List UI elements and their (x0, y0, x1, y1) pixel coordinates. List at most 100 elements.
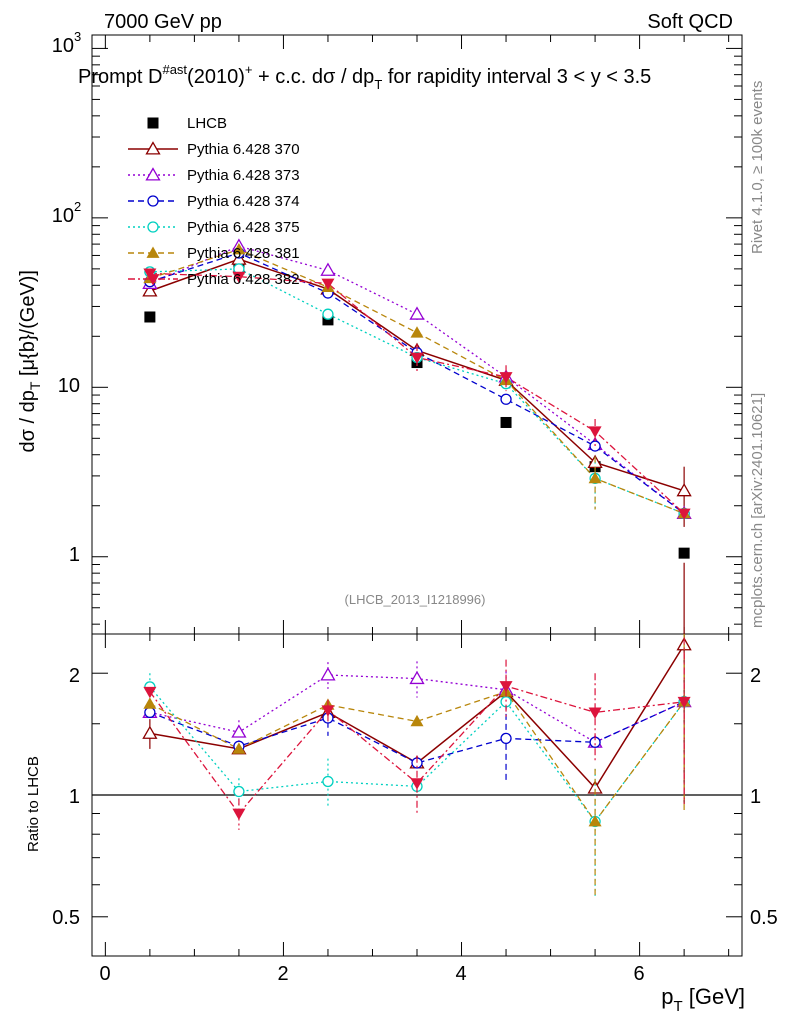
ratio-y-tick-label-2-right: 2 (750, 665, 761, 687)
y-tick-exponent-100: 2 (74, 199, 81, 214)
main-point-s381 (232, 243, 246, 255)
legend-label-370: Pythia 6.428 370 (187, 141, 300, 158)
ratio-point-s382 (232, 808, 246, 821)
legend-symbol-373 (128, 167, 178, 181)
ratio-series-layer (142, 562, 692, 897)
legend-label-373: Pythia 6.428 373 (187, 167, 300, 184)
legend-entry-375: Pythia 6.428 375 (128, 219, 300, 236)
legend-entry-381: Pythia 6.428 381 (128, 245, 300, 262)
chart-title: Prompt D#ast(2010)+ + c.c. dσ / dpT for … (78, 62, 651, 92)
legend-label-382: Pythia 6.428 382 (187, 271, 300, 288)
collision-label: 7000 GeV pp (104, 11, 222, 33)
mcplots-label: mcplots.cern.ch [arXiv:2401.10621] (749, 393, 766, 628)
ratio-point-s373 (231, 724, 247, 738)
ratio-point-s375 (322, 775, 334, 788)
ratio-y-tick-label-2: 2 (69, 665, 80, 687)
y-tick-label-1000: 10 (52, 35, 74, 57)
legend-entry-370: Pythia 6.428 370 (128, 141, 300, 158)
legend-entry-382: Pythia 6.428 382 (128, 271, 300, 288)
ratio-point-s382 (143, 686, 157, 699)
legend-label-381: Pythia 6.428 381 (187, 245, 300, 262)
legend-label-lhcb: LHCB (187, 115, 227, 132)
ratio-point-s373 (320, 667, 336, 681)
y-tick-label-100: 10 (52, 205, 74, 227)
ratio-y-tick-label-0-5: 0.5 (52, 907, 80, 929)
legend-symbol-382 (128, 274, 178, 286)
main-point-data (144, 311, 156, 323)
ratio-point-s381 (588, 815, 602, 827)
legend-marker-s381 (146, 246, 160, 258)
legend-marker-s373 (145, 167, 161, 181)
legend-entry-lhcb: LHCB (147, 115, 227, 132)
legend-label-374: Pythia 6.428 374 (187, 193, 300, 210)
ratio-point-s381 (232, 742, 246, 754)
main-point-s382 (410, 352, 424, 364)
main-point-s373 (409, 306, 425, 320)
legend-symbol-381 (128, 246, 178, 258)
main-axis-ticks (92, 35, 742, 634)
main-point-s382 (588, 426, 602, 438)
main-point-data (678, 547, 690, 559)
ratio-point-s370 (142, 725, 158, 739)
ratio-y-tick-label-0-5-right: 0.5 (750, 907, 778, 929)
legend-entry-373: Pythia 6.428 373 (128, 167, 300, 184)
x-tick-label-2: 2 (277, 963, 288, 985)
legend-marker-data (147, 117, 159, 129)
x-tick-label-4: 4 (455, 963, 466, 985)
main-point-s370 (676, 482, 692, 497)
main-point-s381 (410, 326, 424, 338)
legend-marker-s382 (146, 274, 160, 286)
legend: LHCB Pythia 6.428 370 Pythia 6.428 373 P… (128, 115, 300, 288)
main-point-data (500, 416, 512, 428)
main-point-s382 (321, 278, 335, 290)
main-point-s374 (589, 440, 601, 452)
legend-marker-s370 (145, 141, 161, 155)
main-point-s370 (142, 283, 158, 297)
ratio-point-s382 (499, 681, 513, 693)
legend-label-375: Pythia 6.428 375 (187, 219, 300, 236)
ratio-point-s381 (410, 714, 424, 727)
ratio-point-s374 (500, 732, 512, 745)
ratio-point-s382 (677, 696, 691, 709)
rivet-version-label: Rivet 4.1.0, ≥ 100k events (749, 81, 766, 254)
main-point-s382 (499, 372, 513, 384)
main-point-s381 (588, 471, 602, 484)
ratio-y-tick-label-1-right: 1 (750, 786, 761, 808)
legend-entry-374: Pythia 6.428 374 (128, 193, 300, 210)
analysis-id: (LHCB_2013_I1218996) (345, 592, 486, 607)
ratio-point-s382 (410, 778, 424, 790)
ratio-axis-ticks (92, 634, 742, 957)
main-point-s374 (500, 393, 512, 405)
main-y-tick-labels: 1 10 10 2 10 3 (52, 29, 81, 566)
x-tick-labels: 0 2 4 6 (99, 963, 644, 985)
ratio-point-s381 (143, 697, 157, 709)
main-point-s373 (320, 262, 336, 276)
ratio-point-s374 (144, 706, 156, 719)
main-point-s382 (677, 508, 691, 520)
x-tick-label-0: 0 (99, 963, 110, 985)
ratio-y-tick-label-1: 1 (69, 786, 80, 808)
ratio-point-s373 (409, 670, 425, 685)
legend-symbol-370 (128, 141, 178, 155)
ratio-y-tick-labels: 0.5 1 2 0.5 1 2 (52, 665, 778, 929)
ratio-y-axis-label: Ratio to LHCB (25, 756, 42, 852)
legend-marker-s374 (147, 195, 159, 207)
main-point-s375 (322, 308, 334, 320)
legend-symbol-lhcb (147, 117, 159, 129)
y-tick-exponent-1000: 3 (74, 29, 81, 44)
y-tick-label-1: 1 (69, 544, 80, 566)
main-y-axis-label: dσ / dpT [μ{b}/(GeV)] (17, 270, 43, 453)
category-label: Soft QCD (647, 11, 733, 33)
legend-symbol-375 (128, 221, 178, 233)
main-series-layer (142, 238, 692, 559)
ratio-point-s382 (588, 707, 602, 719)
main-point-s382 (232, 271, 246, 284)
ratio-point-s382 (321, 705, 335, 717)
y-tick-label-10: 10 (58, 375, 80, 397)
x-tick-label-6: 6 (633, 963, 644, 985)
legend-marker-s375 (147, 221, 159, 233)
x-axis-label: pT [GeV] (661, 984, 745, 1015)
ratio-point-s375 (233, 785, 245, 798)
legend-symbol-374 (128, 195, 178, 207)
